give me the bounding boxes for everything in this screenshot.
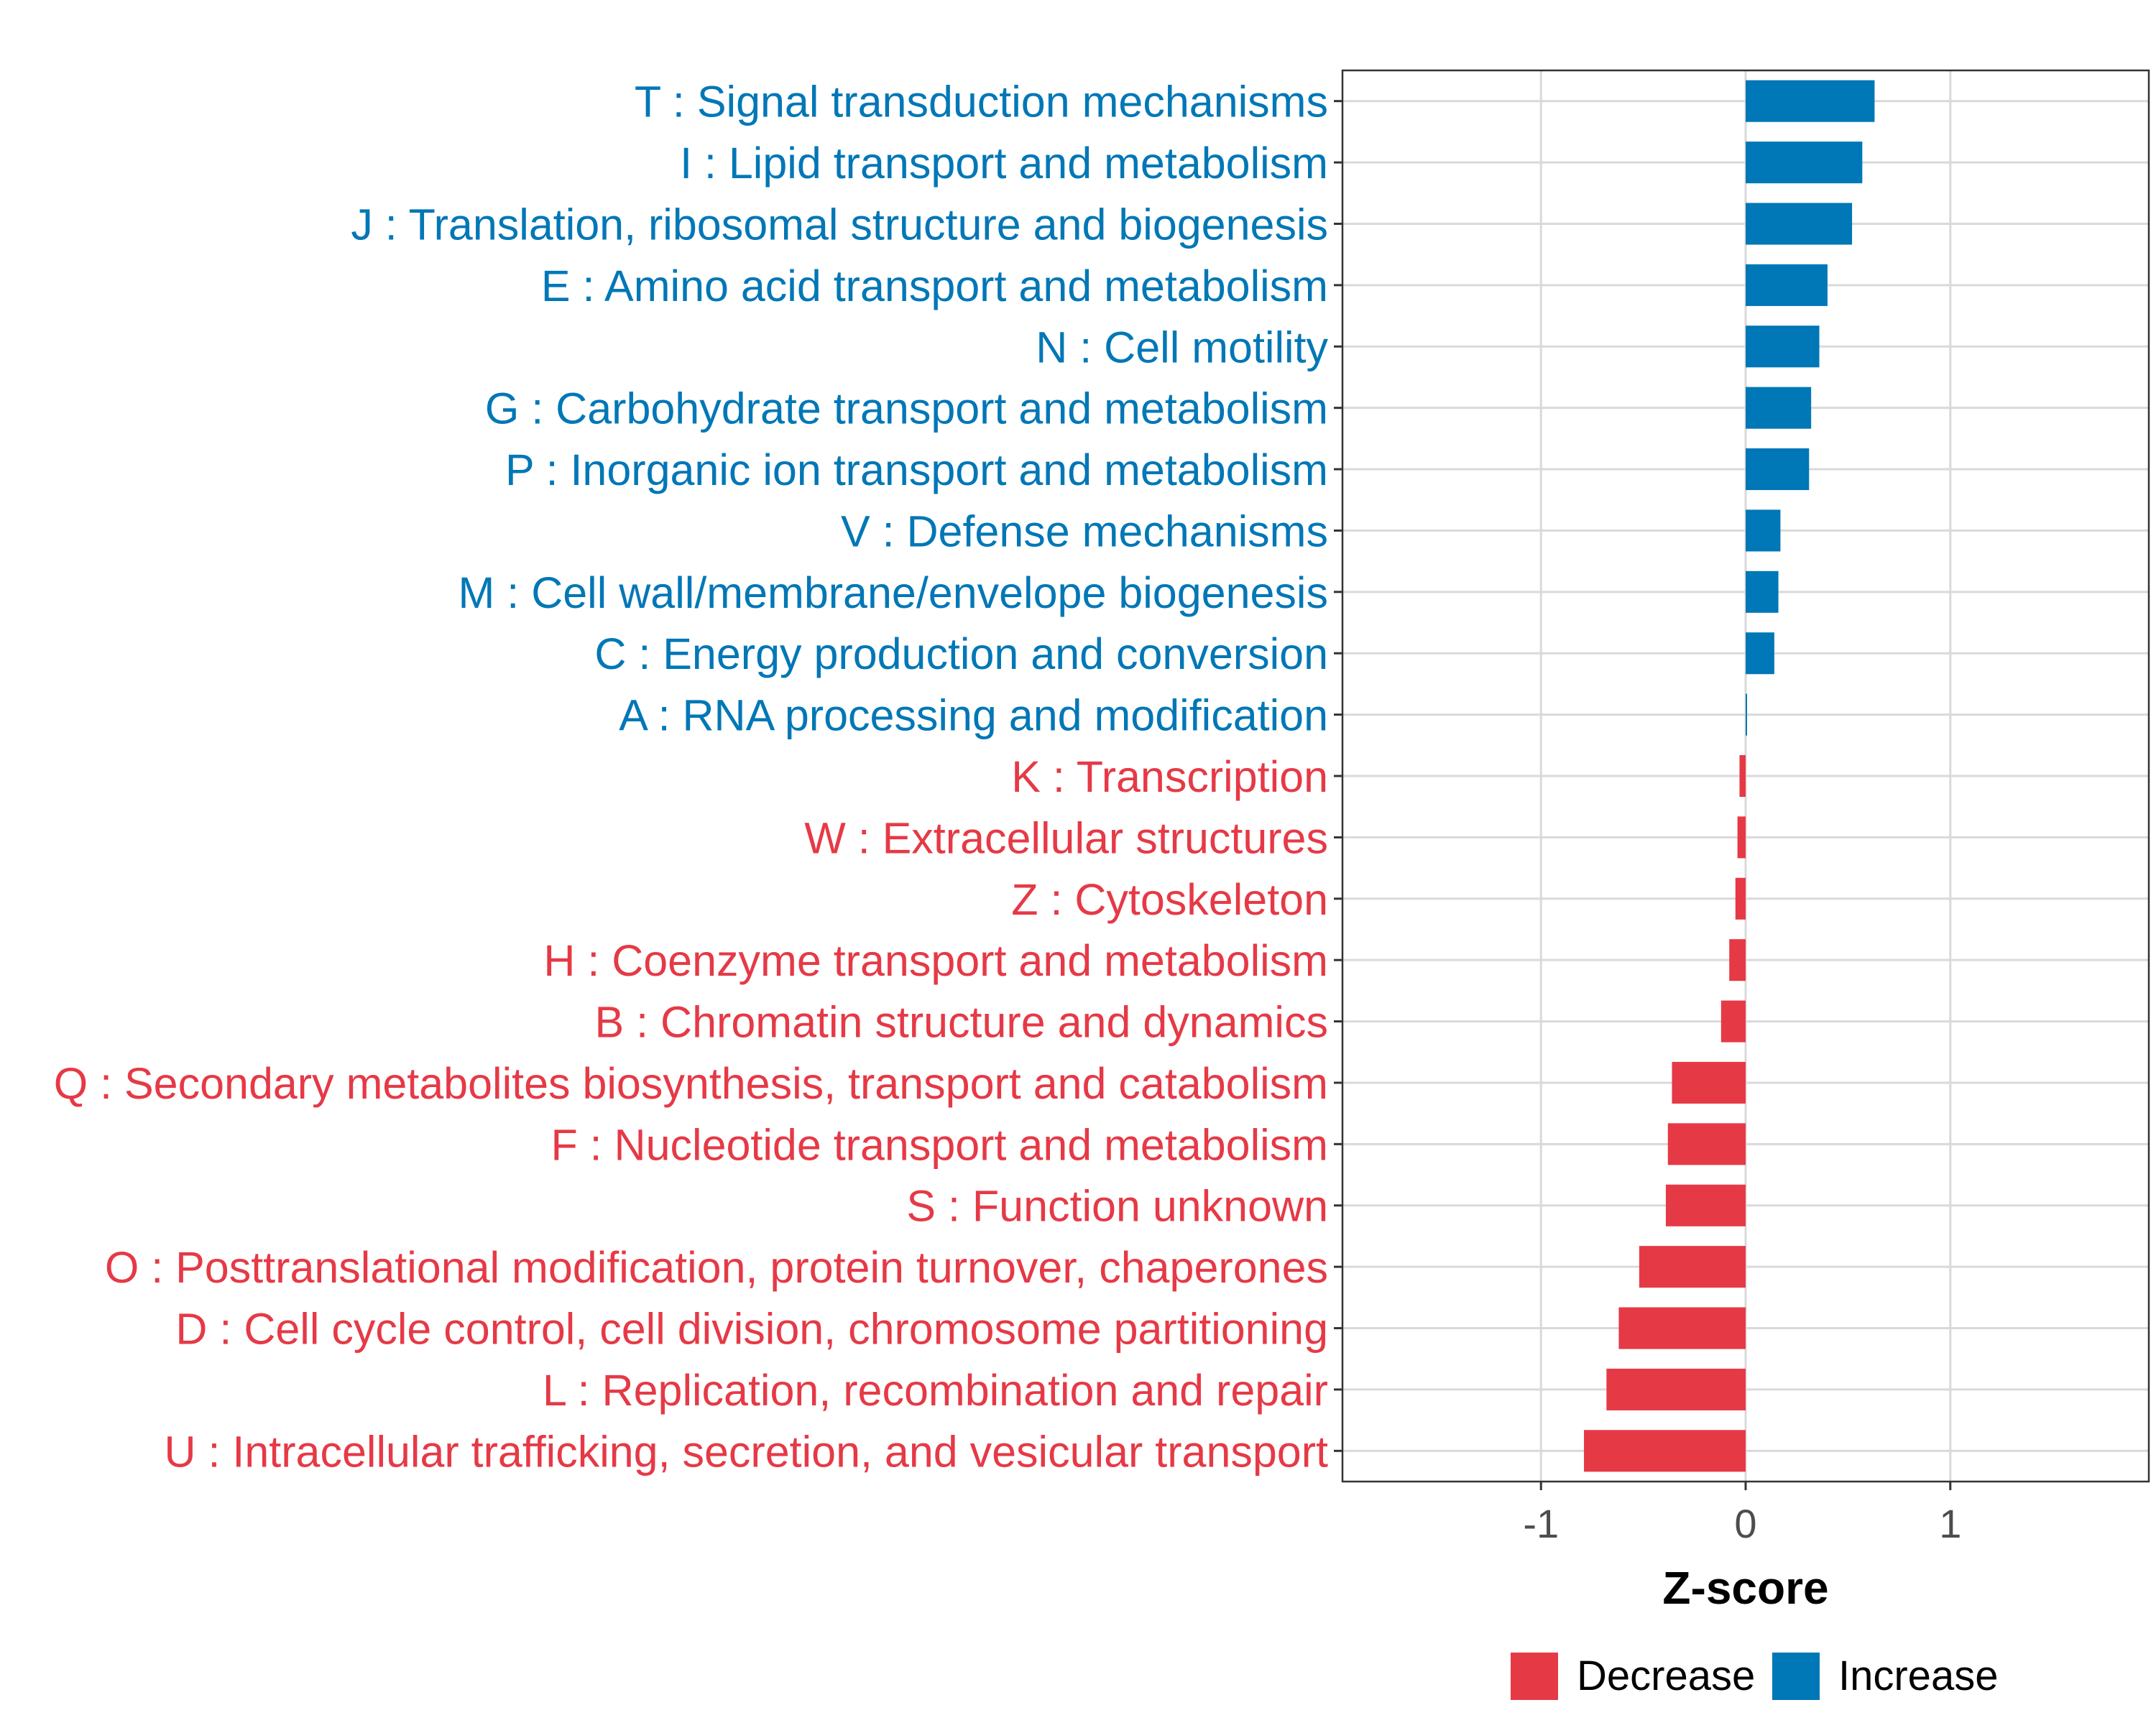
- y-tick-label: H : Coenzyme transport and metabolism: [543, 936, 1328, 985]
- y-tick-label: L : Replication, recombination and repai…: [543, 1366, 1328, 1415]
- legend-swatch: [1772, 1653, 1820, 1700]
- bar: [1606, 1368, 1746, 1410]
- bar: [1737, 816, 1746, 859]
- bar: [1746, 80, 1875, 122]
- bar: [1746, 632, 1774, 675]
- y-tick-label: Q : Secondary metabolites biosynthesis, …: [54, 1059, 1328, 1108]
- y-axis: T : Signal transduction mechanisms I : Li…: [54, 78, 1342, 1476]
- bar: [1746, 325, 1820, 368]
- bar: [1729, 939, 1746, 981]
- y-tick-label: Z : Cytoskeleton: [1011, 875, 1328, 924]
- bar: [1746, 203, 1853, 245]
- x-tick-label: 1: [1939, 1501, 1961, 1546]
- y-tick-label: D : Cell cycle control, cell division, c…: [175, 1305, 1328, 1354]
- y-tick-label: T : Signal transduction mechanisms: [635, 78, 1328, 126]
- y-tick-label: A : RNA processing and modification: [619, 691, 1328, 740]
- y-tick-label: N : Cell motility: [1036, 323, 1328, 371]
- y-tick-label: G : Carbohydrate transport and metabolis…: [485, 384, 1328, 433]
- x-tick-label: 0: [1734, 1501, 1756, 1546]
- legend-label: Decrease: [1577, 1653, 1755, 1699]
- bar: [1746, 264, 1828, 306]
- bar: [1584, 1430, 1746, 1472]
- legend-label: Increase: [1838, 1653, 1998, 1699]
- y-tick-label: U : Intracellular trafficking, secretion…: [165, 1427, 1329, 1476]
- legend: Decrease Increase: [1511, 1653, 1998, 1700]
- x-axis-title: Z-score: [1662, 1562, 1828, 1614]
- bar: [1639, 1246, 1746, 1288]
- y-tick-label: J : Translation, ribosomal structure and…: [351, 200, 1328, 249]
- y-tick-label: V : Defense mechanisms: [841, 507, 1328, 555]
- bar: [1618, 1307, 1746, 1349]
- bar: [1739, 754, 1746, 798]
- y-tick-label: M : Cell wall/membrane/envelope biogenes…: [459, 568, 1328, 617]
- x-axis: -1 0 1: [1523, 1482, 1961, 1546]
- y-tick-label: P : Inorganic ion transport and metaboli…: [505, 445, 1328, 494]
- legend-swatch: [1511, 1653, 1558, 1700]
- bar: [1720, 1000, 1746, 1043]
- bar: [1667, 1123, 1746, 1165]
- y-tick-label: O : Posttranslational modification, prot…: [105, 1243, 1328, 1292]
- y-tick-label: E : Amino acid transport and metabolism: [541, 262, 1328, 310]
- bar: [1746, 509, 1781, 552]
- bar: [1746, 448, 1810, 491]
- y-tick-label: I : Lipid transport and metabolism: [680, 139, 1328, 188]
- y-tick-label: K : Transcription: [1011, 752, 1328, 801]
- bar: [1672, 1061, 1746, 1104]
- bar: [1746, 570, 1779, 613]
- y-tick-label: B : Chromatin structure and dynamics: [595, 998, 1328, 1047]
- x-tick-label: -1: [1523, 1501, 1559, 1546]
- y-tick-label: W : Extracellular structures: [804, 813, 1328, 862]
- y-tick-label: C : Energy production and conversion: [594, 629, 1328, 678]
- bar: [1746, 142, 1863, 184]
- y-tick-label: S : Function unknown: [906, 1182, 1328, 1231]
- bar: [1746, 693, 1747, 736]
- bars: [1584, 80, 1875, 1472]
- bar: [1665, 1184, 1746, 1226]
- y-tick-label: F : Nucleotide transport and metabolism: [550, 1120, 1328, 1169]
- bar: [1735, 877, 1746, 920]
- bar: [1746, 387, 1812, 429]
